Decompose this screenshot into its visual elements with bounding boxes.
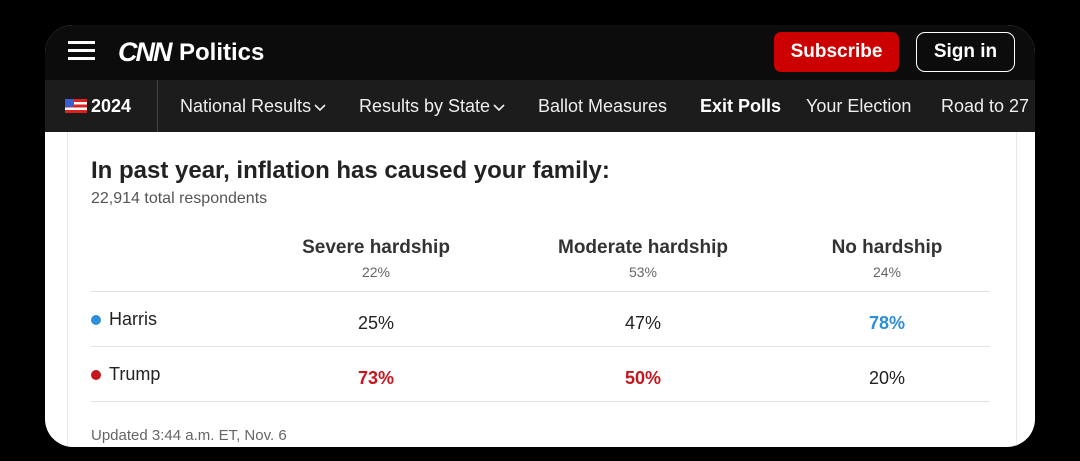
candidate-name: Harris — [109, 309, 157, 329]
poll-subtitle: 22,914 total respondents — [91, 190, 268, 207]
year-label[interactable]: 2024 — [91, 96, 132, 116]
nav-bar: 2024 National Results Results by State B… — [45, 80, 1035, 132]
poll-card — [67, 132, 1017, 447]
column-share: 53% — [628, 264, 658, 280]
cell-winner: 73% — [357, 368, 395, 388]
column-name: No hardship — [831, 237, 943, 258]
logo[interactable]: CNN — [118, 37, 172, 67]
nav-item-active[interactable]: Exit Polls — [700, 96, 782, 116]
chevron — [314, 104, 326, 112]
candidate-name: Trump — [109, 364, 161, 384]
menu-icon[interactable] — [68, 41, 95, 61]
subscribe-button[interactable]: Subscribe — [774, 32, 899, 72]
top-bar: CNN Politics Subscribe Sign in — [45, 25, 1035, 80]
harris-dot — [91, 315, 101, 325]
column-name: Severe hardship — [302, 237, 450, 258]
row-divider — [91, 401, 990, 402]
row-divider — [91, 346, 990, 347]
nav-item[interactable]: Ballot Measures — [538, 96, 668, 116]
cell-winner: 50% — [624, 368, 662, 388]
chevron — [493, 104, 505, 112]
column-share: 24% — [872, 264, 902, 280]
section-name[interactable]: Politics — [179, 39, 265, 66]
nav-label: Results by State — [359, 96, 491, 116]
nav-label: National Results — [180, 96, 312, 116]
phone-screen: CNN Politics Subscribe Sign in 2024 Nati… — [45, 25, 1035, 447]
column-share: 22% — [361, 264, 391, 280]
cell: 47% — [624, 313, 662, 333]
trump-dot — [91, 370, 101, 380]
updated-note: Updated 3:44 a.m. ET, Nov. 6 — [91, 427, 287, 444]
column-name: Moderate hardship — [558, 237, 728, 258]
cell-winner: 78% — [868, 313, 906, 333]
nav-item[interactable]: Road to 27 — [941, 96, 1030, 116]
row-divider — [91, 291, 990, 292]
nav-item[interactable]: Your Election — [806, 96, 912, 116]
nav-item[interactable]: Results by State — [359, 96, 505, 117]
cell: 25% — [357, 313, 395, 333]
flag-icon — [65, 99, 87, 113]
sign-in-button[interactable]: Sign in — [916, 32, 1015, 72]
nav-item[interactable]: National Results — [180, 96, 326, 117]
poll-title: In past year, inflation has caused your … — [91, 157, 610, 184]
separator — [157, 80, 158, 132]
cell: 20% — [868, 368, 906, 388]
